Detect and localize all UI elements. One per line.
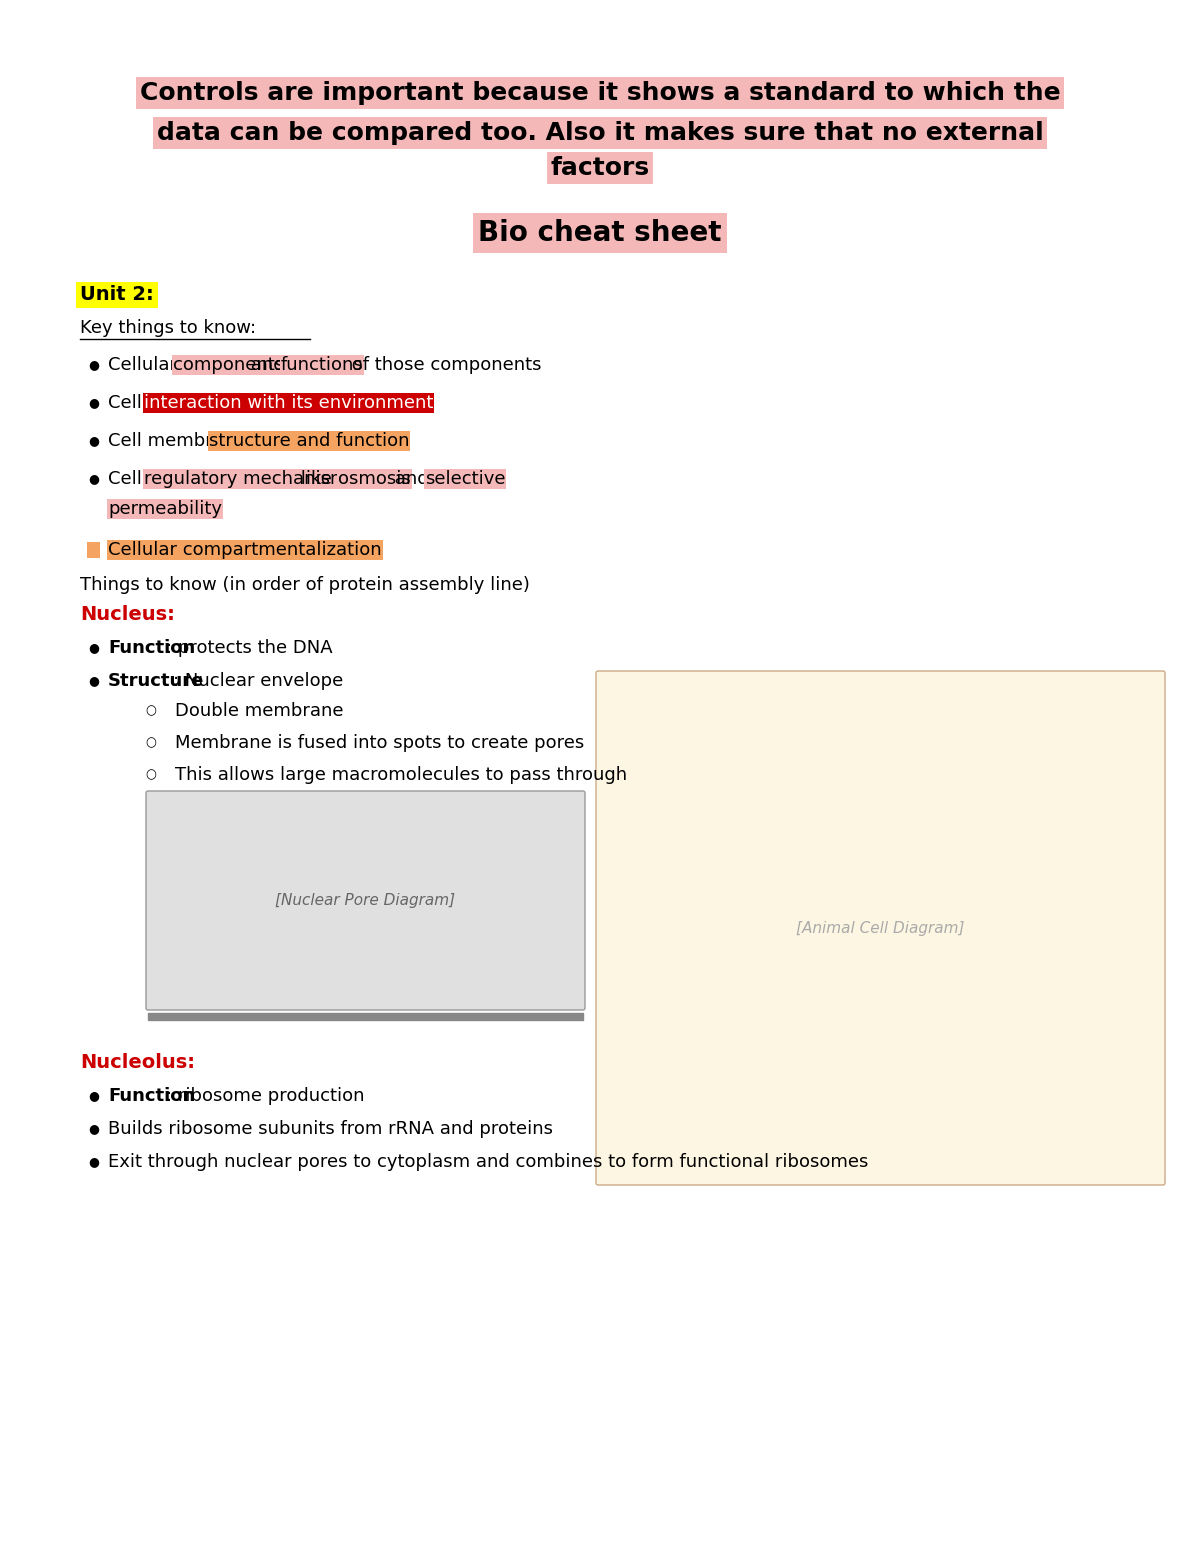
Text: selective: selective bbox=[425, 471, 505, 488]
Text: and: and bbox=[245, 356, 290, 374]
Text: and: and bbox=[389, 471, 434, 488]
Text: Double membrane: Double membrane bbox=[175, 702, 343, 721]
Text: functions: functions bbox=[281, 356, 364, 374]
Text: Cell: Cell bbox=[108, 471, 148, 488]
Text: ●: ● bbox=[88, 396, 98, 410]
Text: data can be compared too. Also it makes sure that no external: data can be compared too. Also it makes … bbox=[157, 121, 1043, 144]
Text: components: components bbox=[173, 356, 284, 374]
Text: ○: ○ bbox=[145, 769, 156, 781]
Text: Function: Function bbox=[108, 1087, 196, 1106]
Text: Function: Function bbox=[108, 638, 196, 657]
Text: like: like bbox=[295, 471, 338, 488]
Text: Cell membrane: Cell membrane bbox=[108, 432, 252, 450]
Text: Controls are important because it shows a standard to which the: Controls are important because it shows … bbox=[139, 81, 1061, 106]
Text: Cellular compartmentalization: Cellular compartmentalization bbox=[108, 540, 382, 559]
Text: ○: ○ bbox=[145, 705, 156, 717]
Text: Cellular: Cellular bbox=[108, 356, 182, 374]
Text: ●: ● bbox=[88, 472, 98, 486]
Text: ●: ● bbox=[88, 1155, 98, 1168]
Text: permeability: permeability bbox=[108, 500, 222, 519]
Text: Bio cheat sheet: Bio cheat sheet bbox=[479, 219, 721, 247]
Text: ●: ● bbox=[88, 641, 98, 654]
Text: factors: factors bbox=[551, 155, 649, 180]
Text: Things to know (in order of protein assembly line): Things to know (in order of protein asse… bbox=[80, 576, 530, 593]
Text: : protects the DNA: : protects the DNA bbox=[166, 638, 332, 657]
Text: ●: ● bbox=[88, 435, 98, 447]
Text: osmosis: osmosis bbox=[338, 471, 412, 488]
Text: Membrane is fused into spots to create pores: Membrane is fused into spots to create p… bbox=[175, 735, 584, 752]
Text: ●: ● bbox=[88, 544, 98, 556]
Text: Builds ribosome subunits from rRNA and proteins: Builds ribosome subunits from rRNA and p… bbox=[108, 1120, 553, 1138]
Text: [Animal Cell Diagram]: [Animal Cell Diagram] bbox=[797, 921, 965, 935]
Text: Exit through nuclear pores to cytoplasm and combines to form functional ribosome: Exit through nuclear pores to cytoplasm … bbox=[108, 1152, 869, 1171]
Text: Key things to know:: Key things to know: bbox=[80, 318, 256, 337]
Text: : Nuclear envelope: : Nuclear envelope bbox=[173, 672, 343, 690]
Text: ●: ● bbox=[88, 359, 98, 371]
Text: : ribosome production: : ribosome production bbox=[166, 1087, 364, 1106]
Text: [Nuclear Pore Diagram]: [Nuclear Pore Diagram] bbox=[276, 893, 456, 909]
Text: interaction with its environment: interaction with its environment bbox=[144, 394, 433, 412]
Text: ●: ● bbox=[88, 674, 98, 688]
Text: Cell: Cell bbox=[108, 394, 148, 412]
Text: Structure: Structure bbox=[108, 672, 204, 690]
FancyBboxPatch shape bbox=[596, 671, 1165, 1185]
Text: of those components: of those components bbox=[346, 356, 541, 374]
Text: structure and function: structure and function bbox=[209, 432, 409, 450]
Text: This allows large macromolecules to pass through: This allows large macromolecules to pass… bbox=[175, 766, 628, 784]
Text: ○: ○ bbox=[145, 736, 156, 750]
Text: ●: ● bbox=[88, 1123, 98, 1135]
FancyBboxPatch shape bbox=[146, 790, 586, 1009]
Text: Nucleolus:: Nucleolus: bbox=[80, 1053, 194, 1073]
Text: Unit 2:: Unit 2: bbox=[80, 286, 154, 304]
Text: Nucleus:: Nucleus: bbox=[80, 606, 175, 624]
Text: regulatory mechanisms: regulatory mechanisms bbox=[144, 471, 356, 488]
Text: ●: ● bbox=[88, 1090, 98, 1103]
